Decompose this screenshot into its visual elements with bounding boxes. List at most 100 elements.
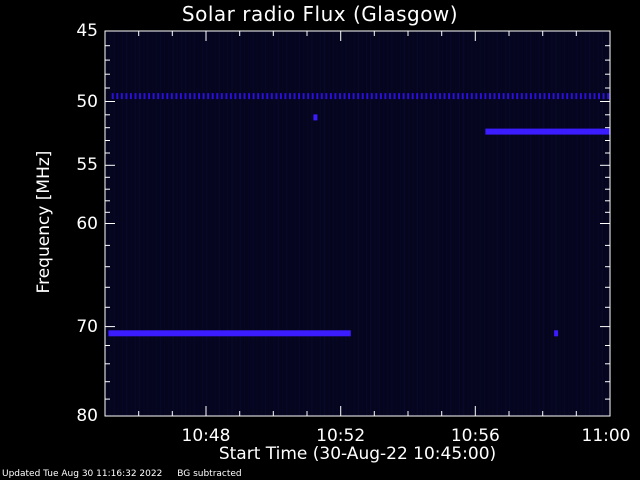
noise-stripe (597, 31, 599, 416)
dashed-line-segment (575, 93, 578, 100)
dashed-line-segment (479, 93, 482, 100)
noise-stripe (340, 31, 343, 416)
signal-dot (313, 114, 318, 121)
dashed-line-segment (166, 93, 169, 100)
dashed-line-segment (552, 93, 555, 100)
dashed-line-segment (607, 93, 610, 100)
dashed-line-segment (425, 93, 428, 100)
noise-stripe (264, 31, 267, 416)
noise-stripe (580, 31, 582, 416)
noise-stripe (399, 31, 402, 416)
dashed-line-segment (157, 93, 160, 100)
dashed-line-segment (148, 93, 151, 100)
noise-stripe (180, 31, 183, 416)
dashed-line-segment (448, 93, 451, 100)
noise-stripe (509, 31, 511, 416)
dashed-line-segment (457, 93, 460, 100)
noise-stripe (307, 31, 309, 416)
noise-stripe (344, 31, 347, 416)
updated-timestamp: Updated Tue Aug 30 11:16:32 2022 (2, 469, 163, 479)
noise-stripe (332, 31, 334, 416)
noise-stripe (563, 31, 566, 416)
y-tick-label: 45 (76, 21, 98, 41)
noise-stripe (138, 31, 141, 416)
noise-stripe (197, 31, 200, 416)
dashed-line-segment (361, 93, 364, 100)
dashed-line-segment (402, 93, 405, 100)
noise-stripe (231, 31, 233, 416)
dashed-line-segment (429, 93, 432, 100)
noise-stripe (466, 31, 469, 416)
dashed-line-segment (198, 93, 201, 100)
y-tick-label: 80 (76, 406, 98, 426)
noise-stripe (277, 31, 279, 416)
noise-stripe (323, 31, 326, 416)
noise-stripe (353, 31, 355, 416)
noise-stripe (201, 31, 204, 416)
noise-stripe (294, 31, 296, 416)
background-noise (105, 31, 608, 416)
dashed-line-segment (507, 93, 510, 100)
x-tick-label: 10:56 (450, 426, 500, 446)
dashed-line-segment (170, 93, 173, 100)
noise-stripe (496, 31, 498, 416)
dashed-line-segment (120, 93, 123, 100)
dashed-line-segment (348, 93, 351, 100)
dashed-line-segment (489, 93, 491, 100)
dashed-line-segment (270, 93, 273, 100)
noise-stripe (408, 31, 410, 416)
noise-stripe (239, 31, 242, 416)
noise-stripe (589, 31, 591, 416)
dashed-line-segment (411, 93, 414, 100)
dashed-line-segment (243, 93, 246, 100)
x-tick-label: 11:00 (581, 426, 631, 446)
noise-stripe (378, 31, 380, 416)
y-tick-label: 60 (76, 213, 98, 234)
dashed-line-segment (470, 93, 473, 100)
noise-stripe (555, 31, 557, 416)
noise-stripe (479, 31, 481, 416)
dashed-line-segment (357, 93, 360, 100)
dashed-line-segment (384, 93, 387, 100)
dashed-line-segment (275, 93, 278, 100)
noise-stripe (155, 31, 157, 416)
noise-stripe (424, 31, 427, 416)
dashed-line-segment (584, 93, 587, 100)
dashed-line-segment (343, 93, 346, 100)
noise-stripe (382, 31, 385, 416)
dashed-line-segment (593, 93, 596, 100)
noise-stripe (576, 31, 578, 416)
dashed-line-segment (252, 93, 255, 100)
noise-stripe (185, 31, 187, 416)
dashed-line-segment (516, 93, 519, 100)
noise-stripe (433, 31, 435, 416)
dashed-line-segment (316, 93, 319, 100)
noise-stripe (538, 31, 540, 416)
dashed-line-segment (111, 93, 114, 100)
noise-stripe (218, 31, 221, 416)
noise-stripe (492, 31, 494, 416)
dashed-line-segment (216, 93, 219, 100)
noise-stripe (521, 31, 524, 416)
noise-stripe (475, 31, 477, 416)
noise-stripe (290, 31, 292, 416)
dashed-line-segment (520, 93, 523, 100)
noise-stripe (222, 31, 225, 416)
noise-stripe (151, 31, 153, 416)
dashed-line-segment (379, 93, 382, 100)
noise-stripe (546, 31, 549, 416)
dashed-line-segment (139, 93, 141, 100)
dashed-line-segment (239, 93, 241, 100)
dashed-line-segment (179, 93, 182, 100)
dashed-line-segment (220, 93, 223, 100)
noise-stripe (281, 31, 284, 416)
dashed-line-segment (211, 93, 214, 100)
y-axis-label: Frequency [MHz] (34, 150, 54, 294)
signal-band (108, 330, 351, 337)
noise-stripe (130, 31, 132, 416)
noise-stripe (593, 31, 595, 416)
dashed-line-segment (589, 93, 591, 100)
dashed-line-segment (534, 93, 537, 100)
noise-stripe (248, 31, 250, 416)
